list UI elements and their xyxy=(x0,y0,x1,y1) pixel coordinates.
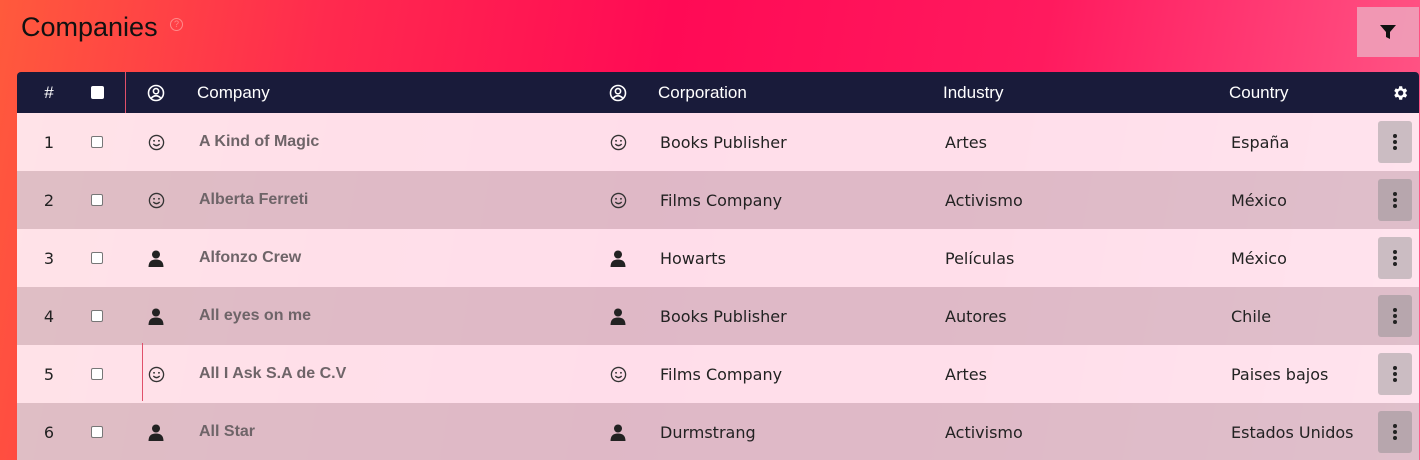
companies-table: # Company Corporation Industry Country 1… xyxy=(17,72,1419,460)
row-checkbox[interactable] xyxy=(88,171,106,229)
user-circle-icon xyxy=(145,72,167,113)
industry-name: Autores xyxy=(945,306,1007,326)
page-title: Companies xyxy=(21,12,158,42)
country-name: Chile xyxy=(1231,306,1272,326)
smiley-icon xyxy=(607,345,629,403)
header-company[interactable]: Company xyxy=(197,82,270,102)
smiley-icon xyxy=(607,171,629,229)
table-row[interactable]: 2 Alberta Ferreti Films Company Activism… xyxy=(17,171,1419,229)
row-index: 5 xyxy=(43,364,55,384)
more-vertical-icon xyxy=(1392,249,1398,267)
industry-name: Películas xyxy=(945,248,1015,268)
country-name: España xyxy=(1231,132,1290,152)
company-name[interactable]: A Kind of Magic xyxy=(199,133,320,150)
industry-name: Artes xyxy=(945,364,987,384)
header-country[interactable]: Country xyxy=(1229,82,1289,102)
table-row[interactable]: 5 All I Ask S.A de C.V Films Company Art… xyxy=(17,345,1419,403)
row-index: 6 xyxy=(43,422,55,442)
more-vertical-icon xyxy=(1392,423,1398,441)
row-menu-button[interactable] xyxy=(1378,237,1412,279)
corporation-name: Howarts xyxy=(660,248,726,268)
row-index: 4 xyxy=(43,306,55,326)
row-menu-button[interactable] xyxy=(1378,295,1412,337)
industry-name: Activismo xyxy=(945,190,1023,210)
row-menu-button[interactable] xyxy=(1378,179,1412,221)
person-icon xyxy=(607,287,629,345)
filter-button[interactable] xyxy=(1357,7,1419,57)
column-divider xyxy=(142,343,143,401)
company-name[interactable]: Alberta Ferreti xyxy=(199,191,309,208)
table-row[interactable]: 4 All eyes on me Books Publisher Autores… xyxy=(17,287,1419,345)
help-icon[interactable]: ? xyxy=(170,18,183,31)
row-menu-button[interactable] xyxy=(1378,411,1412,453)
country-name: México xyxy=(1231,190,1287,210)
table-header: # Company Corporation Industry Country xyxy=(17,72,1419,113)
country-name: Paises bajos xyxy=(1231,364,1329,384)
industry-name: Artes xyxy=(945,132,987,152)
smiley-icon xyxy=(607,113,629,171)
company-name[interactable]: All Star xyxy=(199,423,256,440)
person-icon xyxy=(145,287,167,345)
more-vertical-icon xyxy=(1392,191,1398,209)
table-row[interactable]: 3 Alfonzo Crew Howarts Películas México xyxy=(17,229,1419,287)
header-industry[interactable]: Industry xyxy=(943,82,1004,102)
smiley-icon xyxy=(145,171,167,229)
corporation-name: Books Publisher xyxy=(660,132,787,152)
company-name[interactable]: All eyes on me xyxy=(199,307,312,324)
table-row[interactable]: 1 A Kind of Magic Books Publisher Artes … xyxy=(17,113,1419,171)
row-index: 3 xyxy=(43,248,55,268)
row-checkbox[interactable] xyxy=(88,345,106,403)
industry-name: Activismo xyxy=(945,422,1023,442)
more-vertical-icon xyxy=(1392,307,1398,325)
filter-icon xyxy=(1380,25,1396,39)
row-menu-button[interactable] xyxy=(1378,353,1412,395)
header-corporation[interactable]: Corporation xyxy=(658,82,747,102)
row-index: 1 xyxy=(43,132,55,152)
gear-icon[interactable] xyxy=(1389,72,1411,113)
country-name: México xyxy=(1231,248,1287,268)
person-icon xyxy=(145,403,167,460)
user-circle-icon xyxy=(607,72,629,113)
more-vertical-icon xyxy=(1392,133,1398,151)
smiley-icon xyxy=(145,345,167,403)
header-divider xyxy=(125,72,126,113)
row-menu-button[interactable] xyxy=(1378,121,1412,163)
corporation-name: Films Company xyxy=(660,190,783,210)
person-icon xyxy=(607,403,629,460)
country-name: Estados Unidos xyxy=(1231,422,1354,442)
person-icon xyxy=(145,229,167,287)
row-checkbox[interactable] xyxy=(88,403,106,460)
smiley-icon xyxy=(145,113,167,171)
corporation-name: Durmstrang xyxy=(660,422,756,442)
person-icon xyxy=(607,229,629,287)
header-index: # xyxy=(44,82,54,102)
more-vertical-icon xyxy=(1392,365,1398,383)
company-name[interactable]: Alfonzo Crew xyxy=(199,249,302,266)
corporation-name: Books Publisher xyxy=(660,306,787,326)
corporation-name: Films Company xyxy=(660,364,783,384)
table-row[interactable]: 6 All Star Durmstrang Activismo Estados … xyxy=(17,403,1419,460)
row-checkbox[interactable] xyxy=(88,229,106,287)
row-index: 2 xyxy=(43,190,55,210)
company-name[interactable]: All I Ask S.A de C.V xyxy=(199,365,347,382)
row-checkbox[interactable] xyxy=(88,287,106,345)
select-all-checkbox[interactable] xyxy=(88,72,106,113)
row-checkbox[interactable] xyxy=(88,113,106,171)
